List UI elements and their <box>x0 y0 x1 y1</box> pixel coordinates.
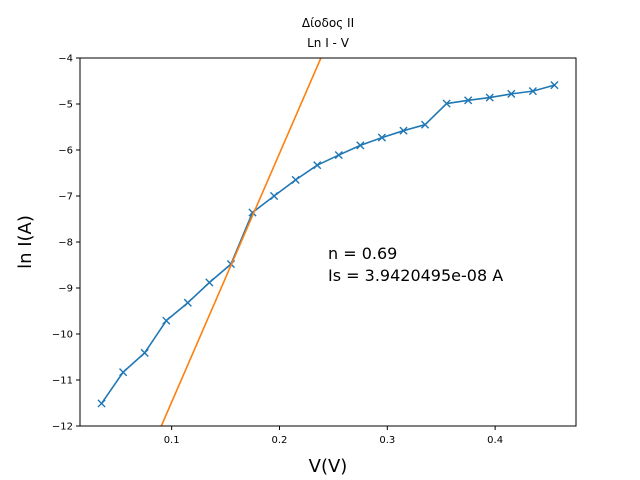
data-point-marker <box>356 141 365 150</box>
y-tick-label: −8 <box>58 238 73 249</box>
annotation-is: Is = 3.9420495e-08 A <box>328 266 503 285</box>
data-point-marker <box>420 120 430 129</box>
data-point-marker <box>442 99 451 108</box>
x-tick-label: 0.2 <box>272 435 288 446</box>
x-tick-label: 0.3 <box>379 435 395 446</box>
y-tick-label: −5 <box>58 100 73 111</box>
x-axis-label: V(V) <box>309 456 348 477</box>
y-tick-label: −4 <box>58 54 73 65</box>
x-tick-label: 0.1 <box>164 435 180 446</box>
data-point-marker <box>205 278 214 287</box>
series-2-line <box>160 58 322 426</box>
data-point-marker <box>140 348 149 357</box>
y-axis: −12 −11 −10 −9 −8 −7 −6 −5 −4 <box>52 54 80 433</box>
series-1-line <box>100 84 555 404</box>
y-tick-label: −11 <box>52 376 73 387</box>
data-point-marker <box>464 96 473 105</box>
data-point-marker <box>377 133 387 142</box>
y-tick-label: −12 <box>52 422 73 433</box>
data-point-marker <box>507 89 516 98</box>
y-axis-label: ln I(A) <box>15 215 36 269</box>
y-tick-label: −7 <box>58 192 73 203</box>
plot-frame <box>79 57 577 427</box>
x-tick-label: 0.4 <box>487 435 503 446</box>
data-point-marker <box>313 161 322 170</box>
chart-subtitle: Ln I - V <box>307 36 350 50</box>
y-tick-label: −9 <box>58 284 73 295</box>
annotation-n: n = 0.69 <box>328 244 397 263</box>
chart-title: Δίοδος ΙΙ <box>302 16 354 30</box>
series-layer <box>97 58 559 426</box>
data-point-marker <box>119 368 128 377</box>
data-point-marker <box>97 399 106 408</box>
data-point-marker <box>183 298 192 307</box>
data-point-marker <box>550 81 559 90</box>
data-point-marker <box>162 316 171 325</box>
data-point-marker <box>269 191 279 201</box>
y-tick-label: −10 <box>52 330 73 341</box>
x-axis: 0.1 0.2 0.3 0.4 <box>164 426 503 446</box>
y-tick-label: −6 <box>58 146 73 157</box>
data-point-marker <box>528 87 537 96</box>
data-point-marker <box>485 93 494 102</box>
data-point-marker <box>399 126 408 135</box>
data-point-marker <box>291 175 300 184</box>
data-point-marker <box>334 150 343 160</box>
